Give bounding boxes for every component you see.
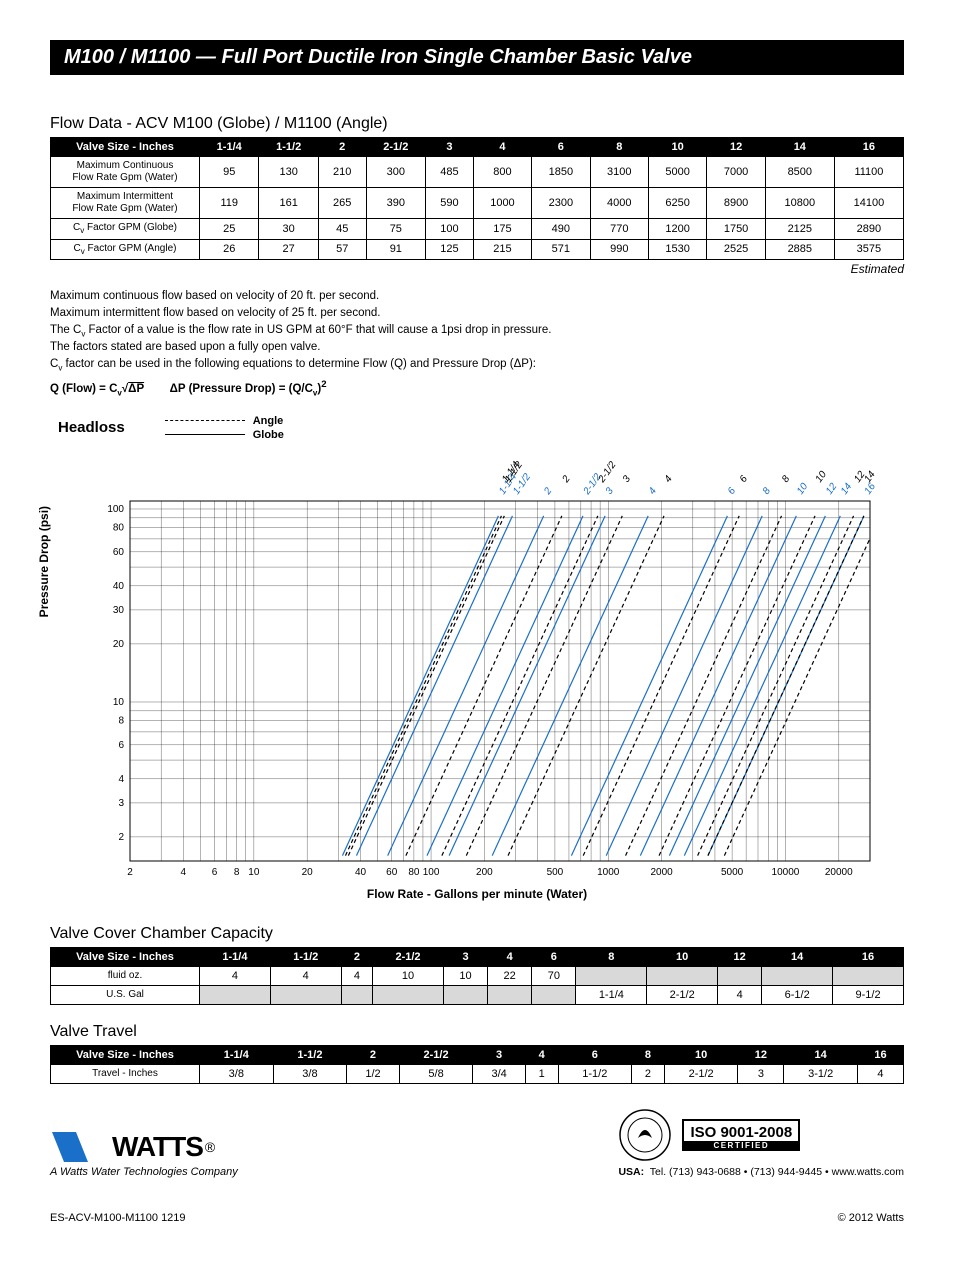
- svg-text:60: 60: [113, 547, 125, 558]
- svg-text:8: 8: [234, 867, 240, 878]
- svg-text:3: 3: [118, 798, 124, 809]
- flow-data-heading: Flow Data - ACV M100 (Globe) / M1100 (An…: [50, 115, 904, 133]
- svg-text:60: 60: [386, 867, 398, 878]
- doc-id: ES-ACV-M100-M1100 1219: [50, 1212, 186, 1224]
- svg-text:80: 80: [408, 867, 420, 878]
- flow-data-estimated: Estimated: [50, 262, 904, 276]
- svg-text:10000: 10000: [772, 867, 800, 878]
- svg-text:4: 4: [118, 773, 124, 784]
- svg-text:8: 8: [118, 715, 124, 726]
- svg-text:200: 200: [476, 867, 493, 878]
- svg-text:100: 100: [423, 867, 440, 878]
- svg-text:6: 6: [738, 473, 750, 484]
- watts-logo-icon: [50, 1130, 110, 1164]
- svg-text:6: 6: [118, 740, 124, 751]
- svg-text:20: 20: [113, 639, 125, 650]
- svg-text:6: 6: [726, 485, 738, 496]
- legend-angle-label: Angle: [253, 415, 284, 427]
- headloss-chart-svg: 2468102040608010020050010002000500010000…: [50, 451, 890, 891]
- valve-travel-table: Valve Size - Inches1-1/41-1/222-1/234681…: [50, 1045, 904, 1084]
- svg-text:14: 14: [839, 481, 855, 497]
- page-title-bar: M100 / M1100 — Full Port Ductile Iron Si…: [50, 40, 904, 75]
- chart-y-axis-label: Pressure Drop (psi): [37, 506, 51, 617]
- chamber-capacity-heading: Valve Cover Chamber Capacity: [50, 925, 904, 943]
- svg-text:100: 100: [107, 504, 124, 515]
- watts-logo-text: WATTS: [112, 1131, 203, 1163]
- svg-text:2: 2: [118, 832, 124, 843]
- svg-text:1000: 1000: [597, 867, 620, 878]
- legend-globe-label: Globe: [253, 429, 284, 441]
- svg-text:2: 2: [560, 473, 573, 485]
- svg-text:40: 40: [113, 580, 125, 591]
- svg-text:20000: 20000: [825, 867, 853, 878]
- svg-text:2: 2: [542, 485, 555, 497]
- chamber-capacity-table: Valve Size - Inches1-1/41-1/222-1/234681…: [50, 947, 904, 1005]
- svg-text:80: 80: [113, 522, 125, 533]
- svg-text:4: 4: [181, 867, 187, 878]
- svg-text:2000: 2000: [650, 867, 673, 878]
- valve-travel-heading: Valve Travel: [50, 1023, 904, 1041]
- footer-contact: USA: Tel. (713) 943-0688 • (713) 944-944…: [618, 1166, 904, 1178]
- iso-certified-text: CERTIFIED: [684, 1141, 798, 1150]
- green-building-seal-icon: [618, 1108, 672, 1162]
- svg-text:10: 10: [113, 697, 125, 708]
- svg-text:2: 2: [127, 867, 133, 878]
- chart-legend: Angle Globe: [165, 413, 284, 443]
- svg-text:4: 4: [663, 473, 675, 484]
- flow-notes: Maximum continuous flow based on velocit…: [50, 288, 904, 399]
- svg-text:3: 3: [621, 473, 633, 484]
- svg-text:12: 12: [824, 481, 840, 497]
- svg-text:500: 500: [547, 867, 564, 878]
- footer-bottom-line: ES-ACV-M100-M1100 1219 © 2012 Watts: [50, 1212, 904, 1224]
- svg-text:14: 14: [862, 469, 878, 485]
- headloss-chart: Headloss Angle Globe Pressure Drop (psi)…: [50, 413, 904, 901]
- iso-text: ISO 9001-2008: [690, 1124, 792, 1141]
- svg-text:10: 10: [248, 867, 260, 878]
- svg-text:20: 20: [302, 867, 314, 878]
- svg-text:10: 10: [795, 481, 811, 497]
- svg-text:30: 30: [113, 605, 125, 616]
- svg-text:2-1/2: 2-1/2: [596, 459, 619, 485]
- page-footer: WATTS ® A Watts Water Technologies Compa…: [50, 1108, 904, 1178]
- svg-text:6: 6: [212, 867, 218, 878]
- svg-text:8: 8: [780, 473, 792, 484]
- legend-angle-line: [165, 420, 245, 421]
- iso-badge: ISO 9001-2008 CERTIFIED: [682, 1119, 800, 1151]
- svg-text:40: 40: [355, 867, 367, 878]
- svg-text:3: 3: [604, 485, 616, 496]
- svg-text:10: 10: [814, 469, 830, 485]
- svg-text:4: 4: [647, 485, 659, 496]
- headloss-title: Headloss: [58, 419, 125, 436]
- watts-logo: WATTS ®: [50, 1130, 238, 1164]
- legend-globe-line: [165, 434, 245, 435]
- flow-data-table: Valve Size - Inches1-1/41-1/222-1/234681…: [50, 137, 904, 260]
- copyright: © 2012 Watts: [838, 1212, 904, 1224]
- watts-tagline: A Watts Water Technologies Company: [50, 1166, 238, 1178]
- svg-text:8: 8: [761, 485, 773, 496]
- svg-text:5000: 5000: [721, 867, 744, 878]
